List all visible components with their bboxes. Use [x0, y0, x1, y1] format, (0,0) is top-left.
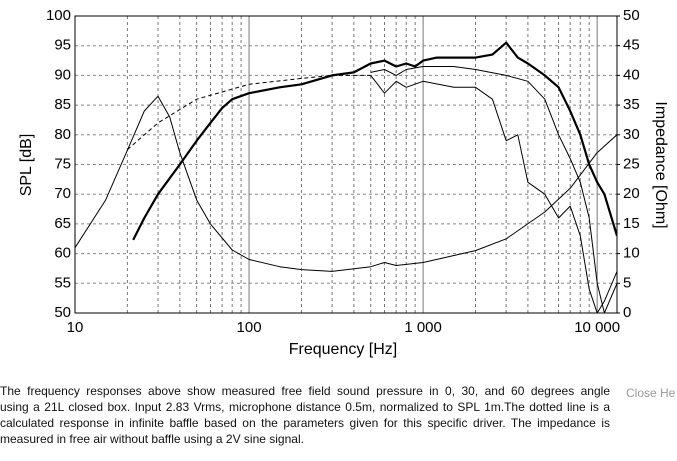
caption: The frequency responses above show measu… [0, 383, 610, 447]
y2-tick-label: 35 [623, 96, 640, 113]
x-tick-label: 100 [237, 319, 262, 336]
spl-line [127, 74, 371, 150]
y-axis-label: SPL [dB] [18, 134, 35, 197]
y2-tick-label: 40 [623, 66, 640, 83]
y-tick-label: 95 [54, 37, 71, 54]
caption-line: calculated response in infinite baffle b… [0, 416, 610, 430]
x-axis-label: Frequency [Hz] [289, 341, 397, 358]
y2-tick-label: 45 [623, 37, 640, 54]
y2-tick-label: 20 [623, 185, 640, 202]
y-tick-label: 80 [54, 126, 71, 143]
y2-tick-label: 15 [623, 215, 640, 232]
spl-line [370, 66, 617, 313]
spl-line [370, 75, 617, 313]
y-tick-label: 75 [54, 155, 71, 172]
y2-tick-label: 0 [623, 304, 631, 321]
y2-tick-label: 50 [623, 7, 640, 24]
y-tick-label: 50 [54, 304, 71, 321]
plot-lines [75, 41, 617, 313]
close-button[interactable]: Close He [626, 386, 676, 400]
y2-axis-label: Impedance [Ohm] [652, 101, 669, 228]
y-tick-label: 55 [54, 274, 71, 291]
y-tick-label: 85 [54, 96, 71, 113]
y-tick-label: 90 [54, 66, 71, 83]
caption-line: using a 21L closed box. Input 2.83 Vrms,… [0, 400, 610, 414]
y2-tick-label: 5 [623, 274, 631, 291]
y-tick-label: 60 [54, 245, 71, 262]
x-tick-label: 10 000 [574, 319, 620, 336]
y2-tick-label: 25 [623, 155, 640, 172]
y2-tick-label: 30 [623, 126, 640, 143]
y-tick-label: 65 [54, 215, 71, 232]
x-tick-label: 1 000 [404, 319, 442, 336]
caption-line: measured in free air without baffle usin… [0, 432, 304, 446]
caption-line: The frequency responses above show measu… [0, 384, 610, 398]
spl-line [132, 41, 617, 241]
plot-frame [74, 15, 618, 314]
impedance-line [75, 95, 617, 272]
y-tick-label: 100 [46, 7, 71, 24]
y-tick-label: 70 [54, 185, 71, 202]
chart: Frequency [Hz] SPL [dB] Impedance [Ohm] … [18, 7, 669, 358]
x-tick-label: 10 [67, 319, 84, 336]
y2-tick-label: 10 [623, 245, 640, 262]
